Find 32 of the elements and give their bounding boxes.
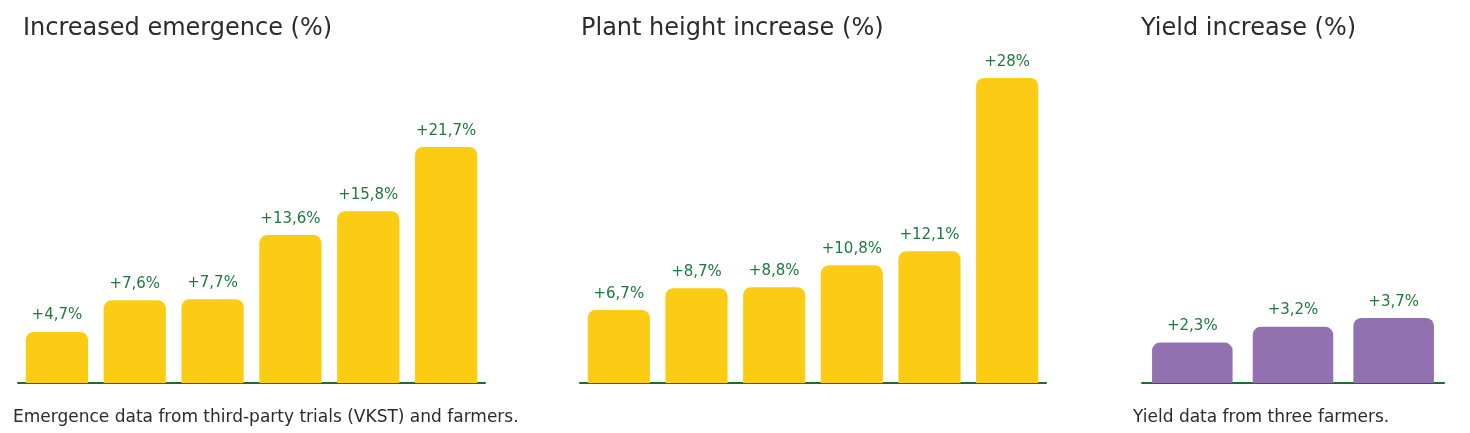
data-label: +28% — [984, 51, 1031, 70]
data-label: +7,6% — [109, 273, 161, 292]
bar — [414, 147, 478, 383]
bar — [25, 331, 89, 383]
bar — [181, 299, 244, 383]
text: Emergence data from third-party trials (VKST) and farmers. — [13, 405, 519, 426]
data-label: +4,7% — [31, 305, 83, 324]
bar — [743, 287, 806, 383]
data-label: +3,2% — [1267, 300, 1319, 319]
chart-title: Increased emergence (%) — [23, 13, 333, 41]
bar — [103, 300, 166, 383]
text: Yield data from three farmers. — [1132, 405, 1390, 426]
chart-title: Plant height increase (%) — [581, 13, 884, 41]
data-label: +8,7% — [671, 261, 722, 280]
bar — [665, 288, 728, 383]
data-label: +3,7% — [1368, 291, 1420, 310]
data-label: +2,3% — [1166, 316, 1218, 335]
data-label: +15,8% — [338, 184, 399, 203]
bar — [976, 78, 1039, 383]
data-label: +8,8% — [748, 260, 800, 279]
data-label: +6,7% — [593, 283, 645, 302]
data-label: +10,8% — [821, 238, 882, 257]
data-label: +7,7% — [187, 272, 238, 291]
data-label: +12,1% — [899, 224, 960, 243]
bar — [898, 251, 961, 383]
bar — [337, 211, 400, 383]
data-label: +13,6% — [260, 208, 321, 227]
bar — [259, 235, 322, 383]
bar — [820, 265, 883, 383]
bar — [587, 310, 650, 383]
data-label: +21,7% — [415, 120, 477, 139]
chart-title: Yield increase (%) — [1140, 13, 1357, 41]
